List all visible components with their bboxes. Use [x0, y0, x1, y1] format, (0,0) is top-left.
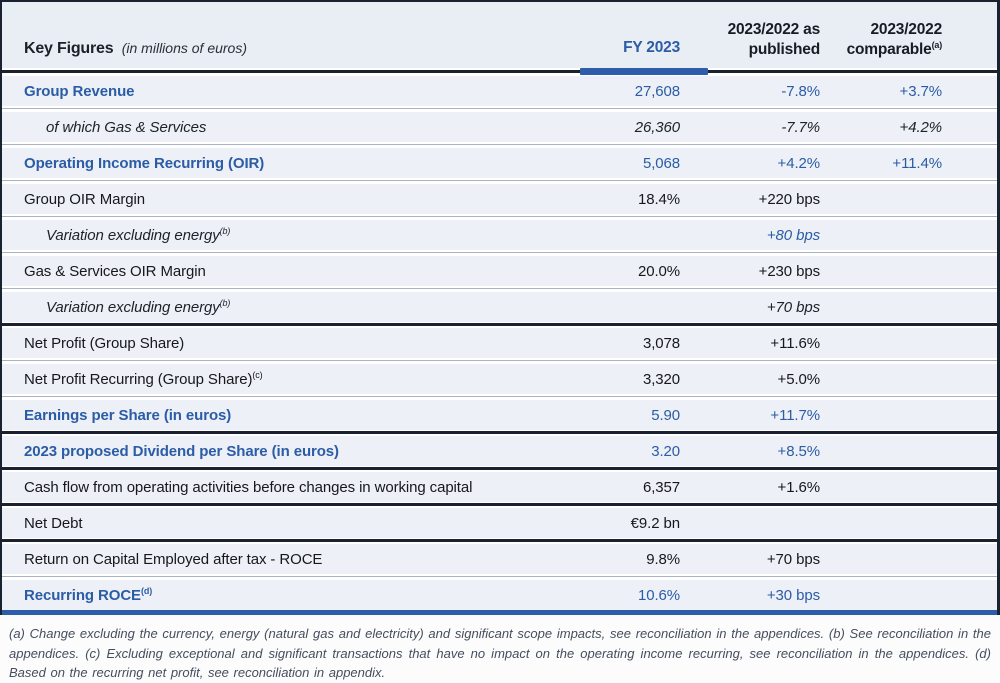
published-value: -7.8%	[781, 82, 820, 100]
key-figures-table: Key Figures (in millions of euros) FY 20…	[0, 0, 1000, 615]
table-row: Return on Capital Employed after tax - R…	[2, 544, 997, 574]
table-row: Operating Income Recurring (OIR) 5,068 +4.…	[2, 148, 997, 178]
row-separator	[2, 286, 997, 292]
row-separator	[2, 538, 997, 544]
column-header-key-figures: Key Figures (in millions of euros)	[24, 40, 560, 60]
comparable-value: +3.7%	[899, 82, 943, 100]
label-footnote-ref: (b)	[219, 226, 231, 236]
row-label: Recurring ROCE(d)	[24, 586, 153, 604]
table-header-row: Key Figures (in millions of euros) FY 20…	[2, 2, 997, 68]
comparable-footnote-ref: (a)	[931, 40, 943, 51]
table-row: of which Gas & Services 26,360 -7.7% +4.2%	[2, 112, 997, 142]
table-row: Net Profit (Group Share) 3,078 +11.6%	[2, 328, 997, 358]
table-row: Net Profit Recurring (Group Share)(c) 3,3…	[2, 364, 997, 394]
fy-2023-value: 5,068	[642, 154, 680, 172]
row-separator	[2, 178, 997, 184]
column-header-fy-2023: FY 2023	[623, 39, 680, 57]
row-label: Variation excluding energy(b)	[46, 226, 231, 244]
label-footnote-ref: (b)	[219, 298, 231, 308]
row-separator	[2, 106, 997, 112]
table-bottom-border	[2, 610, 997, 615]
table-row: 2023 proposed Dividend per Share (in eur…	[2, 436, 997, 466]
row-label: Variation excluding energy(b)	[46, 298, 231, 316]
row-label: Net Profit Recurring (Group Share)(c)	[24, 370, 263, 388]
row-label: Group OIR Margin	[24, 190, 145, 208]
row-label: Operating Income Recurring (OIR)	[24, 154, 265, 172]
published-value: +220 bps	[758, 190, 820, 208]
table-row: Variation excluding energy(b) +70 bps	[2, 292, 997, 322]
fy-2023-value: 27,608	[634, 82, 680, 100]
fy-2023-value: 3,078	[642, 334, 680, 352]
published-value: +70 bps	[766, 298, 820, 316]
header-underline	[2, 70, 997, 73]
table-row: Earnings per Share (in euros) 5.90 +11.7%	[2, 400, 997, 430]
published-value: +11.6%	[770, 334, 820, 352]
fy-2023-value: 18.4%	[637, 190, 680, 208]
label-footnote-ref: (d)	[140, 586, 153, 596]
row-label: Gas & Services OIR Margin	[24, 262, 206, 280]
published-value: +8.5%	[777, 442, 821, 460]
fy-2023-value: €9.2 bn	[630, 514, 680, 532]
published-value: +80 bps	[766, 226, 820, 244]
row-label: Net Profit (Group Share)	[24, 334, 185, 352]
footnotes-text: (a) Change excluding the currency, energ…	[9, 626, 991, 680]
fy-2023-value: 20.0%	[637, 262, 680, 280]
comparable-value: +4.2%	[899, 118, 943, 136]
table-row: Net Debt €9.2 bn	[2, 508, 997, 538]
row-label: Group Revenue	[24, 82, 135, 100]
label-footnote-ref: (c)	[252, 370, 263, 380]
table-row: Group OIR Margin 18.4% +220 bps	[2, 184, 997, 214]
row-separator	[2, 214, 997, 220]
key-figures-unit-note: (in millions of euros)	[121, 40, 247, 56]
fy-2023-value: 5.90	[651, 406, 680, 424]
table-row: Group Revenue 27,608 -7.8% +3.7%	[2, 76, 997, 106]
table-rows: Group Revenue 27,608 -7.8% +3.7% of which Ga…	[2, 76, 997, 610]
table-row: Cash flow from operating activities befo…	[2, 472, 997, 502]
row-label: Return on Capital Employed after tax - R…	[24, 550, 323, 568]
row-separator	[2, 394, 997, 400]
fy-2023-value: 3,320	[642, 370, 680, 388]
row-separator	[2, 322, 997, 328]
row-separator	[2, 250, 997, 256]
row-label: of which Gas & Services	[46, 118, 207, 136]
comparable-value: +11.4%	[892, 154, 942, 172]
fy-2023-underline	[580, 68, 708, 75]
header-separator	[2, 68, 997, 76]
row-separator	[2, 574, 997, 580]
column-header-comparable: 2023/2022 comparable(a)	[846, 21, 943, 59]
table-row: Gas & Services OIR Margin 20.0% +230 bps	[2, 256, 997, 286]
row-separator	[2, 502, 997, 508]
fy-2023-value: 6,357	[642, 478, 680, 496]
published-value: +230 bps	[758, 262, 820, 280]
row-label: Earnings per Share (in euros)	[24, 406, 232, 424]
fy-2023-value: 26,360	[634, 118, 680, 136]
published-value: +11.7%	[770, 406, 820, 424]
row-label: Net Debt	[24, 514, 83, 532]
row-label: 2023 proposed Dividend per Share (in eur…	[24, 442, 339, 460]
table-row: Variation excluding energy(b) +80 bps	[2, 220, 997, 250]
row-separator	[2, 358, 997, 364]
fy-2023-value: 3.20	[651, 442, 680, 460]
published-value: +70 bps	[766, 550, 820, 568]
row-separator	[2, 466, 997, 472]
published-value: +1.6%	[777, 478, 821, 496]
column-header-published: 2023/2022 as published	[727, 21, 821, 59]
published-value: +30 bps	[766, 586, 820, 604]
fy-2023-value: 10.6%	[637, 586, 680, 604]
published-value: +4.2%	[777, 154, 821, 172]
row-separator	[2, 430, 997, 436]
row-label: Cash flow from operating activities befo…	[24, 478, 473, 496]
key-figures-title: Key Figures	[24, 40, 114, 57]
fy-2023-value: 9.8%	[646, 550, 680, 568]
published-value: +5.0%	[777, 370, 821, 388]
table-row: Recurring ROCE(d) 10.6% +30 bps	[2, 580, 997, 610]
row-separator	[2, 142, 997, 148]
published-value: -7.7%	[781, 118, 820, 136]
